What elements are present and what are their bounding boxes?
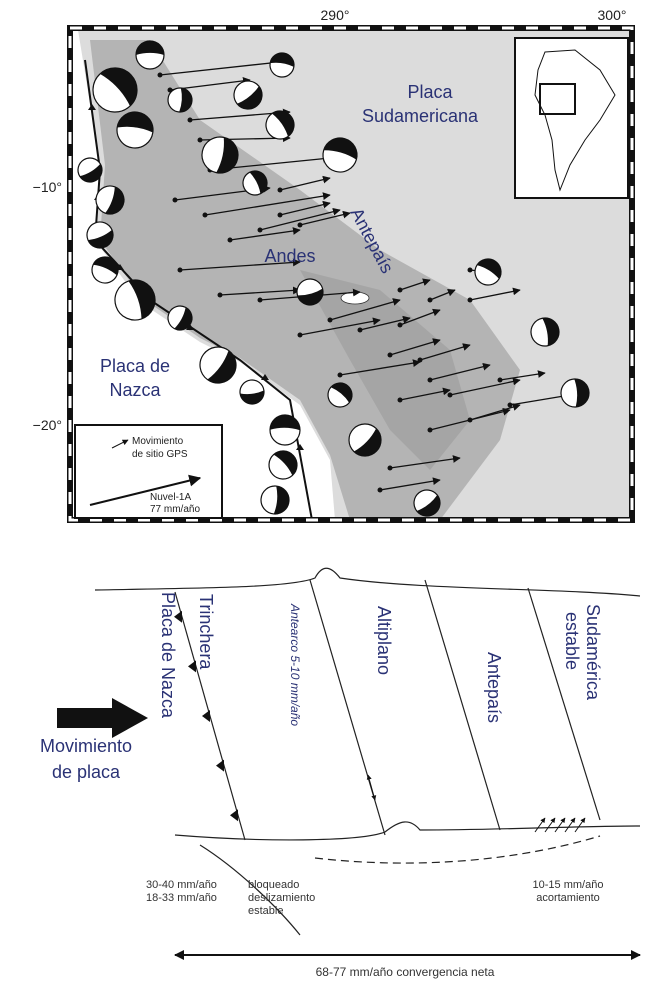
region-label: Antearco 5-10 mm/año [288, 603, 302, 726]
longitude-label: 290° [321, 7, 350, 23]
thrust-mark [575, 818, 585, 832]
region-label: Altiplano [374, 606, 394, 675]
decollement [315, 836, 600, 863]
rate-text: estable [248, 905, 283, 917]
thrust-mark [565, 818, 575, 832]
latitude-label: −20° [33, 417, 62, 433]
rate-text: bloqueado [248, 879, 299, 891]
plate-label: Nazca [109, 380, 161, 400]
focal-mechanism [560, 378, 589, 407]
region-label: estable [562, 612, 582, 670]
legend-text: de sitio GPS [132, 449, 188, 460]
rate-text: 18-33 mm/año [146, 892, 217, 904]
rate-text: 10-15 mm/año [533, 879, 604, 891]
shear-arrow [368, 775, 375, 800]
trench-tooth [188, 660, 196, 672]
plate-label: Placa [407, 82, 453, 102]
plate-label: Placa de [100, 356, 170, 376]
motion-label: Movimiento [40, 736, 132, 756]
focal-mechanism [136, 41, 164, 69]
plate-arrow [57, 698, 148, 738]
trench-tooth [202, 710, 210, 722]
figure: 290° 300° −10° −20° Placa Sudamericana A… [0, 0, 670, 986]
thrust-mark [535, 818, 545, 832]
region-label: Trinchera [196, 594, 216, 670]
region-label: Antepaís [484, 652, 504, 723]
trench-tooth [216, 760, 224, 772]
convergence-text: 68-77 mm/año convergencia neta [316, 965, 495, 979]
legend-text: Movimiento [132, 436, 184, 447]
legend-text: 77 mm/año [150, 504, 200, 515]
thrust-mark [555, 818, 565, 832]
legend-text: Nuvel-1A [150, 492, 191, 503]
region-label: Andes [264, 246, 315, 266]
rate-text: acortamiento [536, 892, 600, 904]
longitude-label: 300° [598, 7, 627, 23]
thrust-mark [545, 818, 555, 832]
focal-mechanism [270, 415, 301, 446]
motion-label: de placa [52, 762, 121, 782]
region-label: Placa de Nazca [158, 592, 178, 719]
plate-label: Sudamericana [362, 106, 479, 126]
latitude-label: −10° [33, 179, 62, 195]
region-label: Sudamérica [583, 604, 603, 701]
rate-text: 30-40 mm/año [146, 879, 217, 891]
rate-text: deslizamiento [248, 892, 315, 904]
map [70, 28, 632, 521]
trench-tooth [230, 809, 238, 821]
